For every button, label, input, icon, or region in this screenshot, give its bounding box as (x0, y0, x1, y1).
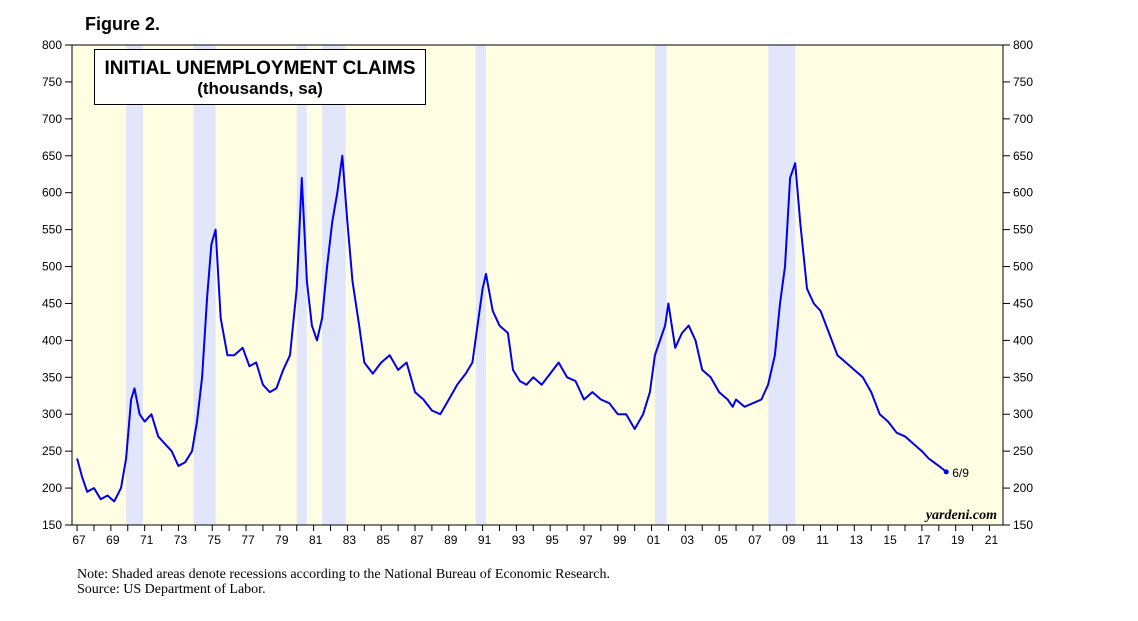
recession-bands (126, 45, 796, 525)
source-line: Source: US Department of Labor. (77, 582, 266, 597)
x-tick-label: 83 (343, 533, 357, 547)
x-tick-label: 77 (241, 533, 255, 547)
recession-band-3 (322, 45, 346, 525)
series-line-0 (76, 154, 947, 503)
x-tick-label: 99 (613, 533, 627, 547)
x-tick-label: 97 (579, 533, 593, 547)
y-tick-label-right: 150 (1013, 518, 1033, 532)
y-tick-label-left: 550 (42, 223, 62, 237)
figure-label: Figure 2. (85, 14, 161, 34)
y-tick-label-left: 800 (42, 38, 62, 52)
x-tick-label: 87 (410, 533, 424, 547)
x-tick-label: 81 (309, 533, 323, 547)
y-tick-label-right: 300 (1013, 407, 1033, 421)
y-tick-label-right: 750 (1013, 75, 1033, 89)
x-tick-label: 67 (72, 533, 86, 547)
x-tick-label: 09 (782, 533, 796, 547)
x-tick-label: 21 (985, 533, 999, 547)
recession-band-4 (475, 45, 486, 525)
chart-subtitle: (thousands, sa) (197, 79, 323, 98)
y-tick-label-left: 700 (42, 112, 62, 126)
recession-band-5 (654, 45, 667, 525)
series-lines (76, 154, 949, 503)
y-tick-label-right: 650 (1013, 149, 1033, 163)
chart-title-box: INITIAL UNEMPLOYMENT CLAIMS (thousands, … (94, 49, 426, 105)
plot-area (72, 45, 1003, 525)
y-tick-label-right: 400 (1013, 333, 1033, 347)
y-axis-right: 150 200 250 300 350 400 450 500 550 600 650 700 750 8… (1003, 38, 1033, 532)
note-line: Note: Shaded areas denote recessions acc… (77, 567, 610, 582)
recession-band-0 (126, 45, 143, 525)
y-tick-label-left: 250 (42, 444, 62, 458)
recession-band-1 (193, 45, 216, 525)
x-tick-label: 85 (377, 533, 391, 547)
y-tick-label-left: 650 (42, 149, 62, 163)
watermark: yardeni.com (924, 508, 997, 523)
plot-background (72, 45, 1003, 525)
y-tick-label-right: 450 (1013, 296, 1033, 310)
series-end-point (943, 469, 949, 475)
x-tick-label: 05 (714, 533, 728, 547)
x-tick-label: 11 (816, 533, 829, 547)
x-tick-label: 03 (681, 533, 695, 547)
x-tick-label: 79 (275, 533, 289, 547)
y-tick-label-right: 250 (1013, 444, 1033, 458)
y-tick-label-right: 200 (1013, 481, 1033, 495)
y-tick-label-left: 600 (42, 186, 62, 200)
x-tick-label: 91 (478, 533, 492, 547)
x-tick-label: 75 (208, 533, 222, 547)
y-tick-label-left: 350 (42, 370, 62, 384)
x-tick-label: 01 (647, 533, 661, 547)
x-axis: 67 69 71 73 75 77 79 81 83 85 87 89 91 93 95 97 99 01 03 05… (72, 525, 998, 547)
footnote: Note: Shaded areas denote recessions acc… (77, 567, 610, 597)
y-tick-label-left: 400 (42, 333, 62, 347)
y-tick-label-left: 500 (42, 260, 62, 274)
y-tick-label-left: 750 (42, 75, 62, 89)
chart-title: INITIAL UNEMPLOYMENT CLAIMS (104, 58, 416, 79)
x-tick-label: 19 (951, 533, 965, 547)
y-tick-label-left: 450 (42, 296, 62, 310)
x-tick-label: 17 (917, 533, 931, 547)
x-tick-label: 15 (883, 533, 897, 547)
y-tick-label-right: 700 (1013, 112, 1033, 126)
x-tick-label: 07 (748, 533, 762, 547)
y-tick-label-left: 150 (42, 518, 62, 532)
recession-band-2 (296, 45, 307, 525)
y-tick-label-right: 500 (1013, 260, 1033, 274)
y-tick-label-left: 200 (42, 481, 62, 495)
y-axis-left: 150 200 250 300 350 400 450 500 550 600 650 700 750 8… (42, 38, 72, 532)
x-tick-label: 73 (174, 533, 188, 547)
y-tick-label-right: 600 (1013, 186, 1033, 200)
x-tick-label: 13 (850, 533, 864, 547)
x-tick-label: 95 (545, 533, 559, 547)
end-label: 6/9 (952, 466, 969, 480)
plot-frame (71, 44, 1004, 526)
x-tick-label: 93 (512, 533, 526, 547)
y-tick-label-left: 300 (42, 407, 62, 421)
y-tick-label-right: 350 (1013, 370, 1033, 384)
x-tick-label: 69 (106, 533, 120, 547)
x-tick-label: 71 (140, 533, 154, 547)
y-tick-label-right: 550 (1013, 223, 1033, 237)
y-tick-label-right: 800 (1013, 38, 1033, 52)
x-tick-label: 89 (444, 533, 458, 547)
